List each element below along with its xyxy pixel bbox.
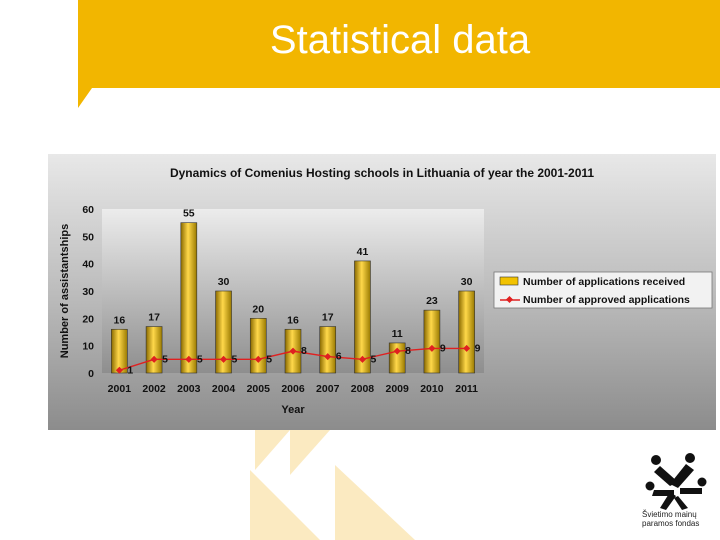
bar	[388, 342, 406, 374]
deco-triangle	[255, 430, 290, 470]
fund-logo	[645, 453, 707, 510]
legend-marker-approved	[505, 295, 514, 304]
line-point	[324, 353, 332, 361]
y-axis-label: Number of assistantships	[59, 224, 71, 358]
logo-line-2: paramos fondas	[642, 519, 700, 528]
legend-label-approved: Number of approved applications	[523, 294, 690, 306]
legend-swatch-applications	[499, 276, 519, 286]
line-point	[393, 347, 401, 355]
line-data-label: 6	[336, 351, 342, 363]
line-data-label: 5	[232, 353, 238, 365]
line-data-label: 8	[301, 345, 307, 357]
y-tick-label: 10	[82, 341, 94, 353]
x-tick-label: 2011	[455, 383, 478, 395]
line-data-label: 5	[162, 353, 168, 365]
bar-data-label: 17	[148, 312, 160, 324]
bar-data-label: 30	[218, 276, 230, 288]
bar	[423, 309, 441, 374]
x-tick-label: 2007	[316, 383, 340, 395]
deco-triangle	[290, 430, 330, 475]
y-tick-label: 20	[82, 313, 94, 325]
line-point	[289, 347, 297, 355]
line-point	[358, 355, 366, 363]
legend-label-applications: Number of applications received	[523, 276, 685, 288]
bar-data-label: 23	[426, 295, 438, 307]
x-axis: 2001 2002 2003 2004 2005 2006 2007 2008 2009 2010…	[108, 383, 479, 395]
line-data-label: 1	[127, 364, 133, 376]
bar	[319, 326, 337, 374]
line-data-label: 5	[266, 353, 272, 365]
title-banner	[78, 0, 720, 108]
x-tick-label: 2006	[281, 383, 305, 395]
bar	[180, 222, 198, 374]
line-data-label: 5	[197, 353, 203, 365]
bar	[145, 326, 163, 374]
x-tick-label: 2003	[177, 383, 201, 395]
x-tick-label: 2004	[212, 383, 236, 395]
bar-data-label: 11	[392, 328, 403, 340]
line-data-label: 5	[370, 353, 376, 365]
x-tick-label: 2010	[420, 383, 444, 395]
bar-data-label: 16	[287, 314, 299, 326]
line-point	[220, 355, 228, 363]
line-point	[185, 355, 193, 363]
people-figures-logo-icon	[645, 453, 707, 510]
deco-triangle	[335, 465, 415, 540]
line-point	[150, 355, 158, 363]
y-tick-label: 40	[82, 259, 94, 271]
chart-title: Dynamics of Comenius Hosting schools in …	[170, 166, 594, 180]
y-tick-label: 50	[82, 231, 94, 243]
bar-data-label: 20	[252, 303, 264, 315]
bar-data-label: 55	[183, 208, 195, 220]
x-tick-label: 2001	[108, 383, 132, 395]
bar	[215, 290, 232, 374]
line-data-label: 9	[475, 342, 481, 354]
y-tick-label: 30	[82, 286, 94, 298]
line-point	[428, 344, 436, 352]
x-tick-label: 2009	[386, 383, 410, 395]
bar	[111, 328, 128, 374]
bar-data-label: 30	[461, 276, 473, 288]
x-axis-label: Year	[281, 404, 305, 416]
bar-data-label: 17	[322, 312, 334, 324]
logo-text: Švietimo mainų paramos fondas	[642, 510, 699, 528]
bar	[249, 318, 267, 374]
y-tick-label: 0	[88, 368, 94, 380]
line-series: 1 5 5 5 5 8 6 5 8 9 9	[115, 342, 481, 376]
bar-data-label: 41	[357, 246, 369, 258]
deco-triangle	[250, 470, 320, 540]
y-axis: 0 10 20 30 40 50 60	[82, 204, 94, 380]
x-tick-label: 2002	[142, 383, 166, 395]
line-point	[115, 366, 123, 374]
logo-line-1: Švietimo mainų	[642, 510, 697, 519]
slide-title: Statistical data	[269, 18, 531, 62]
bar	[458, 290, 475, 374]
comenius-chart: Dynamics of Comenius Hosting schools in …	[48, 154, 716, 430]
line-data-label: 9	[440, 342, 446, 354]
chart-panel: Dynamics of Comenius Hosting schools in …	[48, 154, 716, 430]
bar-data-label: 16	[114, 314, 126, 326]
bar	[354, 260, 371, 374]
legend: Number of applications received Number o…	[493, 271, 713, 309]
x-tick-label: 2008	[351, 383, 375, 395]
line-data-label: 8	[405, 345, 411, 357]
line-point	[463, 344, 471, 352]
x-tick-label: 2005	[247, 383, 271, 395]
legend-box	[493, 271, 713, 309]
y-tick-label: 60	[82, 204, 94, 216]
